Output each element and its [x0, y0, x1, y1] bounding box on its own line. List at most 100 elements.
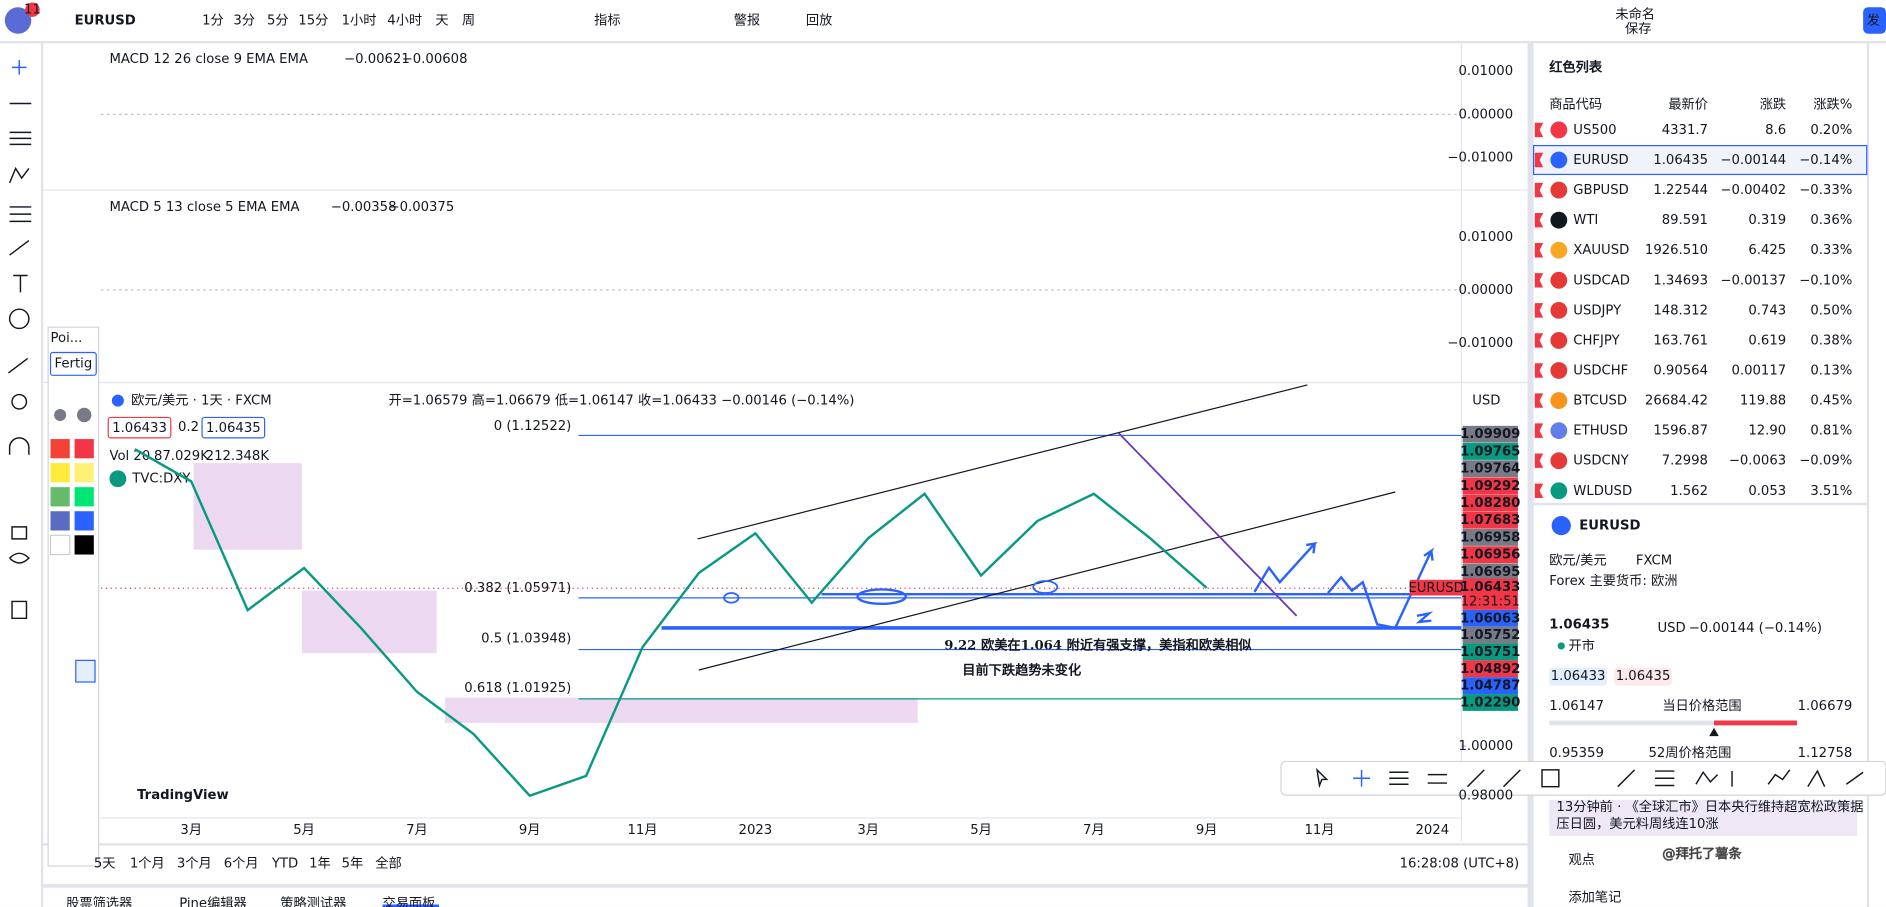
bottom-tab[interactable]: 策略测试器 [280, 894, 346, 907]
bottom-tab[interactable]: Pine编辑器 [179, 895, 247, 907]
symbol[interactable]: EURUSD [1573, 153, 1628, 168]
icon[interactable] [9, 102, 32, 146]
publish-button[interactable] [1863, 7, 1886, 34]
icon[interactable] [13, 274, 28, 293]
swatch[interactable] [74, 511, 94, 531]
change-percent: −0.33% [1799, 183, 1852, 198]
range-button[interactable]: 6个月 [224, 856, 259, 872]
symbol-search[interactable]: EURUSD [75, 13, 136, 28]
range-button[interactable]: YTD [271, 857, 298, 872]
swatch[interactable] [50, 511, 70, 531]
icon[interactable] [1353, 769, 1370, 787]
interval[interactable]: 5分 [267, 12, 289, 28]
symbol[interactable]: USDCAD [1573, 273, 1630, 288]
swatch[interactable] [74, 463, 94, 483]
avatar[interactable] [4, 7, 32, 34]
symbol[interactable]: USDCHF [1573, 364, 1628, 379]
icon[interactable] [1389, 771, 1409, 785]
zone [301, 590, 437, 654]
range-button[interactable]: 5年 [342, 856, 364, 872]
chart-area [43, 43, 1528, 844]
icon[interactable] [12, 60, 27, 75]
brush-size[interactable] [54, 408, 67, 422]
price-label-box [1462, 609, 1518, 627]
notes-link[interactable]: 添加笔记 [1568, 889, 1621, 905]
swatch[interactable] [49, 534, 71, 556]
news-box[interactable] [1549, 799, 1858, 836]
range-button[interactable]: 3个月 [177, 856, 212, 872]
interval[interactable]: 3分 [233, 12, 255, 28]
price-label-box [1462, 494, 1518, 512]
replay-button[interactable]: 回放 [806, 12, 832, 28]
icon[interactable] [1466, 769, 1521, 788]
swatch[interactable] [50, 439, 70, 459]
tool-active[interactable] [75, 659, 96, 683]
bottom-tab[interactable]: 股票筛选器 [66, 895, 132, 907]
watchlist-title[interactable]: 红色列表 [1549, 58, 1603, 75]
left-icons [7, 60, 32, 620]
publish-button-label[interactable]: 发 [1867, 12, 1880, 28]
icon[interactable] [1541, 769, 1560, 788]
interval[interactable]: 4小时 [387, 12, 422, 28]
swatch[interactable] [50, 487, 70, 507]
symbol[interactable]: CHFJPY [1573, 333, 1620, 348]
icon[interactable] [8, 166, 30, 184]
layout-name[interactable]: 未命名 [1615, 5, 1655, 22]
indicators-button[interactable]: 指标 [594, 12, 620, 28]
symbol[interactable]: WTI [1573, 213, 1598, 228]
x-tick-label: 11月 [628, 823, 658, 838]
currency-select[interactable]: USD [1472, 394, 1500, 409]
interval[interactable]: 1分 [202, 12, 224, 28]
x-tick-label: 2023 [739, 823, 773, 838]
symbol[interactable]: WLDUSD [1573, 484, 1632, 499]
icon[interactable] [7, 357, 30, 620]
alert-button[interactable]: 警报 [734, 12, 760, 28]
palette-button-label[interactable]: Fertig [55, 356, 93, 371]
symbol[interactable]: XAUUSD [1573, 243, 1629, 258]
symbol[interactable]: BTCUSD [1573, 394, 1627, 409]
range-button[interactable]: 1年 [309, 856, 331, 872]
column-header: 涨跌 [1760, 97, 1786, 113]
swatch[interactable] [74, 487, 94, 507]
symbol[interactable]: GBPUSD [1573, 183, 1629, 198]
icon[interactable] [1316, 767, 1329, 789]
floating-icons [1316, 767, 1864, 789]
change-percent: 0.20% [1810, 123, 1852, 138]
news-line[interactable]: 压日圆，美元料周线连10涨 [1556, 816, 1718, 832]
icon[interactable] [1617, 769, 1675, 788]
interval[interactable]: 1小时 [342, 12, 377, 28]
symbol[interactable]: US500 [1573, 123, 1616, 138]
symbol[interactable]: ETHUSD [1573, 424, 1628, 439]
last-price-box [1409, 579, 1463, 596]
icon[interactable] [11, 393, 28, 410]
interval[interactable]: 周 [462, 13, 475, 28]
swatch[interactable] [50, 463, 70, 483]
last-price: 0.90564 [1653, 364, 1708, 379]
detail-symbol: EURUSD [1579, 519, 1640, 534]
range-button[interactable]: 全部 [375, 855, 401, 872]
news-line[interactable]: 13分钟前 · 《全球汇市》日本央行维持超宽松政策据 [1556, 798, 1863, 815]
symbol[interactable]: USDCNY [1573, 454, 1629, 469]
selected-row[interactable] [1532, 144, 1868, 176]
change: −0.0063 [1729, 454, 1786, 469]
range-button[interactable]: 1个月 [130, 856, 165, 872]
icon[interactable] [8, 308, 30, 330]
symbol[interactable]: USDJPY [1573, 303, 1622, 318]
x-tick-label: 3月 [180, 823, 202, 838]
interval[interactable]: 天 [435, 13, 448, 28]
change-percent: 0.38% [1810, 333, 1852, 348]
swatch[interactable] [74, 439, 94, 459]
price-label-box [1462, 529, 1518, 546]
palette-button[interactable] [49, 351, 97, 376]
icon[interactable] [1695, 769, 1864, 788]
swatch[interactable] [74, 535, 94, 555]
bottom-tab[interactable]: 交易面板 [382, 894, 435, 907]
range-button[interactable]: 5天 [94, 857, 116, 872]
countdown: 12:31:51 [1461, 594, 1520, 609]
interval[interactable]: 15分 [298, 12, 328, 28]
ideas-link[interactable]: 观点 [1568, 852, 1594, 868]
icon[interactable] [1427, 773, 1447, 784]
price-label-box [1462, 425, 1518, 443]
brush-size[interactable] [76, 407, 92, 423]
icon[interactable] [9, 206, 32, 256]
